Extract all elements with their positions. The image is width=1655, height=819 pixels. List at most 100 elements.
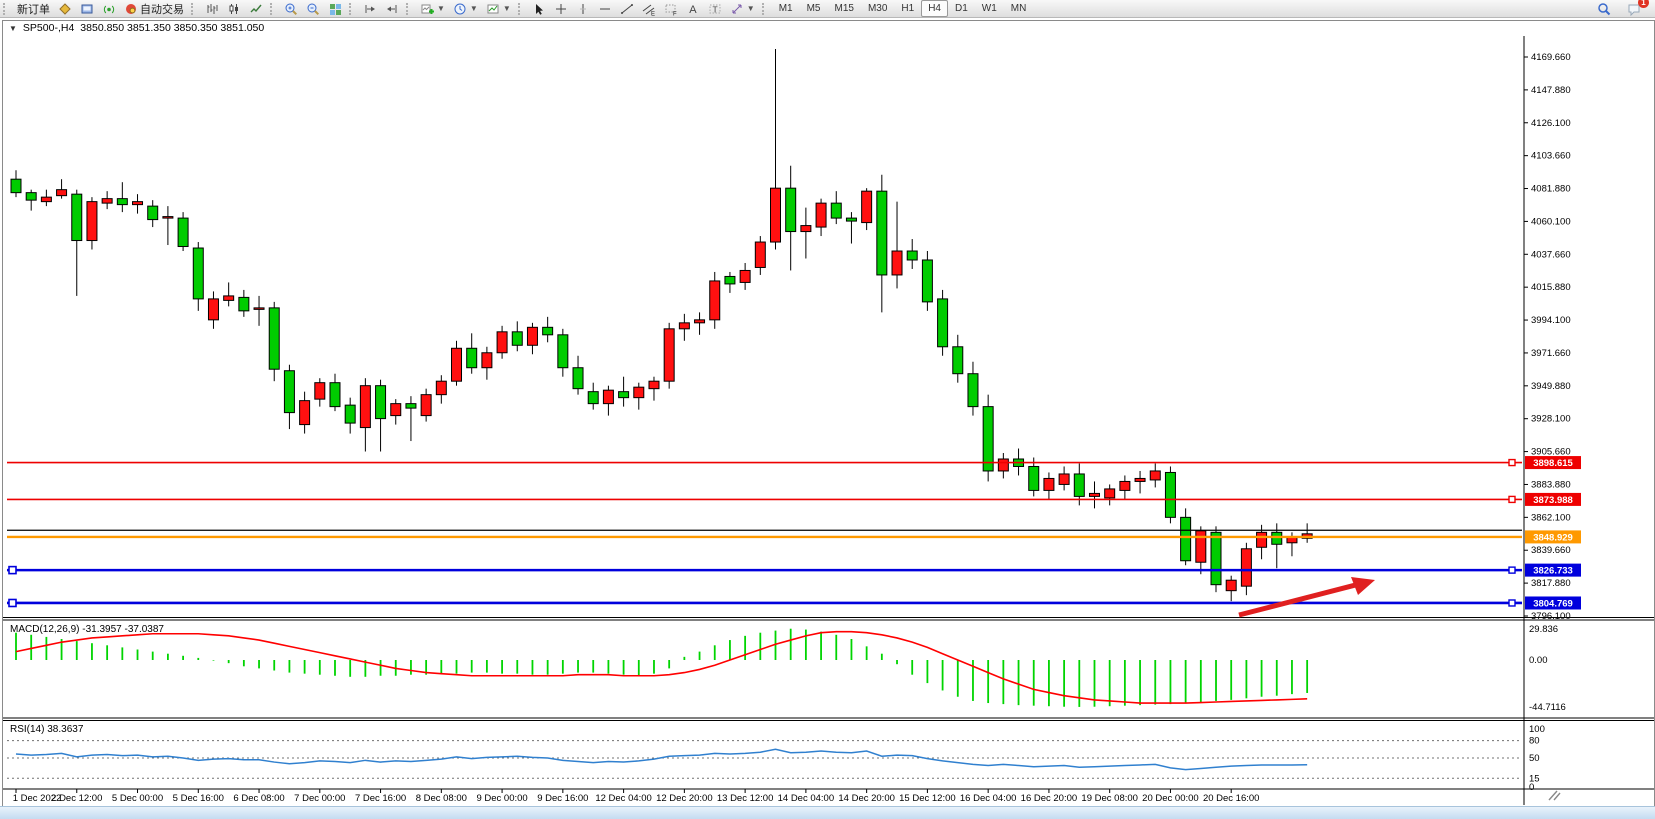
- tile-windows-button[interactable]: [324, 0, 346, 18]
- vertical-line-tool-button[interactable]: [572, 0, 594, 18]
- candle-body: [481, 352, 493, 369]
- macd-histogram-bar: [425, 660, 428, 675]
- line-handle[interactable]: [1508, 458, 1516, 467]
- chart-title-bar: ▼ SP500-,H4 3850.850 3851.350 3850.350 3…: [3, 21, 1654, 35]
- candle-body: [906, 250, 918, 261]
- timeframe-w1-button[interactable]: W1: [981, 3, 997, 14]
- candle-body: [147, 205, 159, 221]
- timeframe-m30-button[interactable]: M30: [867, 3, 888, 14]
- macd-histogram-bar: [592, 660, 595, 673]
- macd-axis-label: 0.00: [1529, 655, 1548, 666]
- chart-collapse-icon[interactable]: ▼: [9, 23, 17, 33]
- macd-histogram-bar: [410, 660, 412, 675]
- crosshair-tool-button[interactable]: [550, 0, 572, 18]
- auto-scroll-button[interactable]: [359, 0, 381, 18]
- timeframe-m5-button[interactable]: M5: [806, 3, 821, 14]
- periods-button[interactable]: ▼: [449, 0, 482, 18]
- trendline-tool-button[interactable]: [616, 0, 638, 18]
- macd-histogram-bar: [1245, 660, 1248, 699]
- macd-histogram-bar: [516, 660, 519, 674]
- equidistant-channel-tool-button[interactable]: E: [638, 0, 660, 18]
- horizontal-line-tool-button[interactable]: [594, 0, 616, 18]
- price-axis-label: 4060.100: [1531, 216, 1571, 227]
- price-badge: [1525, 456, 1581, 470]
- time-axis-label: 20 Dec 16:00: [1203, 793, 1260, 804]
- resistance-line-2[interactable]: 3873.988: [7, 492, 1581, 506]
- timeframe-mn-button[interactable]: MN: [1010, 3, 1027, 14]
- terminal-window-icon[interactable]: [76, 0, 98, 18]
- support-line-1[interactable]: 3826.733: [7, 563, 1581, 577]
- macd-histogram-bar: [197, 657, 200, 660]
- chart-shift-button[interactable]: [381, 0, 403, 18]
- time-axis-label: 8 Dec 08:00: [416, 793, 467, 804]
- price-axis-label: 3905.660: [1531, 447, 1571, 458]
- macd-histogram-bar: [911, 660, 914, 675]
- candle-body: [177, 217, 189, 248]
- market-signal-icon[interactable]: [98, 0, 120, 18]
- chart-gold-icon[interactable]: [54, 0, 76, 18]
- text-label-tool-button-icon: T: [709, 4, 721, 14]
- candle-body: [1028, 465, 1040, 491]
- autotrade-button[interactable]: 自动交易: [120, 0, 188, 18]
- macd-histogram-bar: [1139, 660, 1141, 706]
- timeframe-m15-button[interactable]: M15: [834, 3, 854, 14]
- macd-histogram-bar: [318, 660, 321, 675]
- candle-body: [56, 189, 68, 197]
- resistance-line-1[interactable]: 3898.615: [7, 456, 1581, 470]
- macd-histogram-bar: [212, 660, 215, 661]
- cursor-tool-button[interactable]: [528, 0, 550, 18]
- candle-body: [678, 322, 690, 330]
- new-order-button[interactable]: 新订单: [13, 0, 54, 18]
- candle-body: [526, 326, 538, 346]
- macd-histogram-bar: [774, 630, 777, 660]
- shapes-tool-button[interactable]: ▼: [726, 0, 759, 18]
- line-handle[interactable]: [8, 598, 17, 608]
- zoom-in-button[interactable]: [280, 0, 302, 18]
- line-handle[interactable]: [8, 565, 17, 575]
- text-tool-button[interactable]: A: [682, 0, 704, 18]
- macd-histogram-bar: [561, 660, 564, 674]
- candle-body: [937, 298, 949, 348]
- candle-body: [1180, 516, 1192, 562]
- trend-arrow[interactable]: [1238, 577, 1375, 618]
- line-handle[interactable]: [1508, 566, 1516, 574]
- status-bar: [0, 806, 1655, 819]
- candle-body: [390, 403, 402, 417]
- zoom-out-button-icon: [307, 3, 320, 15]
- bar-chart-type-button[interactable]: [201, 0, 223, 18]
- templates-button[interactable]: ▼: [482, 0, 515, 18]
- current-price-line[interactable]: 3848.929: [7, 530, 1581, 544]
- line-handle[interactable]: [1508, 599, 1516, 607]
- fibonacci-tool-button-icon: F: [665, 4, 677, 16]
- timeframe-h4-button[interactable]: H4: [921, 0, 948, 17]
- macd-histogram-bar: [1123, 660, 1126, 706]
- fibonacci-tool-button[interactable]: F: [660, 0, 682, 18]
- search-button[interactable]: [1593, 0, 1615, 18]
- indicators-button[interactable]: ▼: [416, 0, 449, 18]
- line-chart-type-button[interactable]: [245, 0, 267, 18]
- timeframe-d1-button[interactable]: D1: [955, 3, 968, 14]
- cursor-tool-button-icon: [535, 3, 543, 15]
- zoom-out-button[interactable]: [302, 0, 324, 18]
- support-line-2[interactable]: 3804.769: [7, 596, 1581, 610]
- candle-body: [861, 190, 873, 224]
- time-axis-label: 9 Dec 00:00: [476, 793, 527, 804]
- candle-body: [1225, 579, 1237, 592]
- macd-histogram-bar: [789, 628, 792, 660]
- candlestick-chart-type-button[interactable]: [223, 0, 245, 18]
- chart-canvas[interactable]: 4169.660 4147.880 4126.100 4103.660 4081.880…: [3, 36, 1654, 806]
- macd-histogram-bar: [303, 660, 306, 674]
- notifications-button[interactable]: 1: [1623, 0, 1649, 18]
- macd-histogram-bar: [987, 660, 990, 704]
- line-handle[interactable]: [1508, 495, 1516, 504]
- price-axis-label: 3862.100: [1531, 512, 1571, 523]
- macd-histogram-bar: [364, 660, 367, 677]
- timeframe-h1-button[interactable]: H1: [901, 3, 915, 14]
- candle-body: [1195, 530, 1207, 563]
- timeframe-m1-button[interactable]: M1: [778, 3, 793, 14]
- price-axis-label: 4147.880: [1531, 85, 1571, 96]
- svg-text:E: E: [651, 11, 655, 16]
- candle-body: [1119, 480, 1131, 491]
- text-label-tool-button[interactable]: T: [704, 0, 726, 18]
